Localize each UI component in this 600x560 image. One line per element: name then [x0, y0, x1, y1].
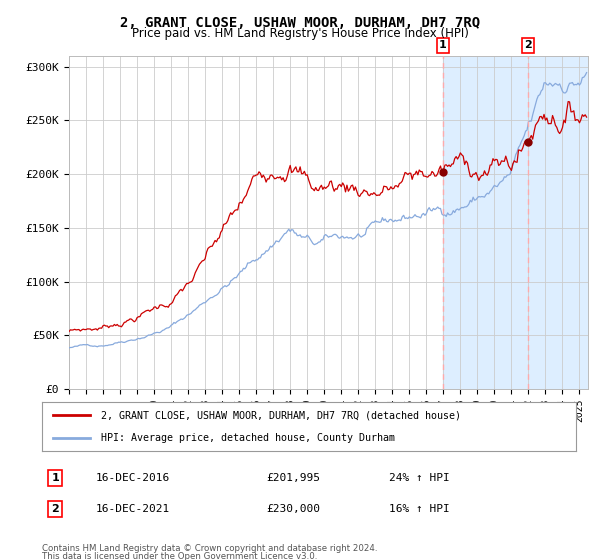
- Text: HPI: Average price, detached house, County Durham: HPI: Average price, detached house, Coun…: [101, 433, 395, 444]
- Text: £230,000: £230,000: [266, 504, 320, 514]
- Bar: [443, 56, 600, 389]
- Text: 2: 2: [52, 504, 59, 514]
- Text: 2: 2: [524, 40, 532, 50]
- Text: 1: 1: [439, 40, 446, 50]
- Text: Price paid vs. HM Land Registry's House Price Index (HPI): Price paid vs. HM Land Registry's House …: [131, 27, 469, 40]
- Text: This data is licensed under the Open Government Licence v3.0.: This data is licensed under the Open Gov…: [42, 552, 317, 560]
- Text: 2, GRANT CLOSE, USHAW MOOR, DURHAM, DH7 7RQ: 2, GRANT CLOSE, USHAW MOOR, DURHAM, DH7 …: [120, 16, 480, 30]
- Text: 24% ↑ HPI: 24% ↑ HPI: [389, 473, 450, 483]
- Text: 16-DEC-2016: 16-DEC-2016: [95, 473, 170, 483]
- Text: £201,995: £201,995: [266, 473, 320, 483]
- Text: 16-DEC-2021: 16-DEC-2021: [95, 504, 170, 514]
- Text: 2, GRANT CLOSE, USHAW MOOR, DURHAM, DH7 7RQ (detached house): 2, GRANT CLOSE, USHAW MOOR, DURHAM, DH7 …: [101, 410, 461, 421]
- Text: 1: 1: [52, 473, 59, 483]
- Text: 16% ↑ HPI: 16% ↑ HPI: [389, 504, 450, 514]
- Text: Contains HM Land Registry data © Crown copyright and database right 2024.: Contains HM Land Registry data © Crown c…: [42, 544, 377, 553]
